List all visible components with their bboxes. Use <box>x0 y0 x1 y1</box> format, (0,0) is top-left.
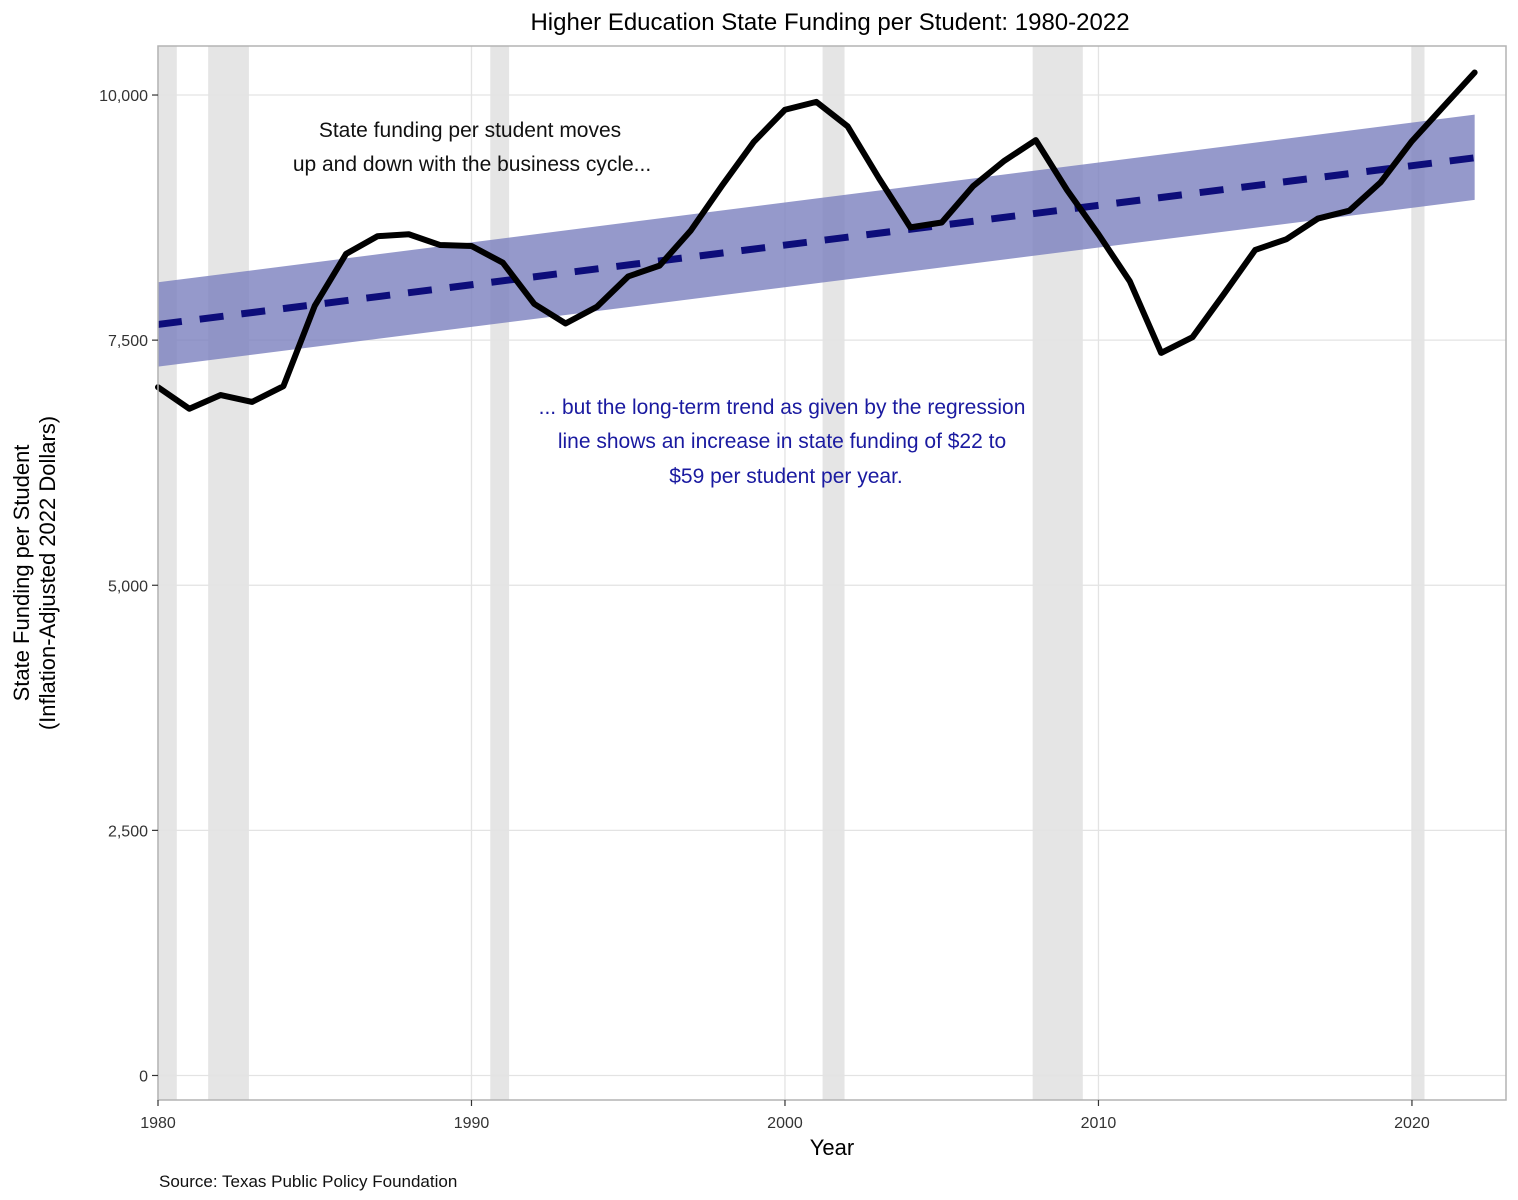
x-tick-label-2: 2000 <box>767 1115 803 1132</box>
recession-band-5 <box>1411 46 1425 1100</box>
recession-band-3 <box>822 46 845 1100</box>
recession-band-1 <box>208 46 249 1100</box>
x-tick-label-4: 2020 <box>1394 1115 1430 1132</box>
annotation-trend: ... but the long-term trend as given by … <box>539 396 1026 488</box>
y-axis-ticks: 0 2,500 5,000 7,500 10,000 <box>99 88 158 1085</box>
x-tick-label-3: 2010 <box>1081 1115 1117 1132</box>
annotation-trend-line-2: line shows an increase in state funding … <box>558 430 1006 453</box>
recession-band-0 <box>158 46 177 1100</box>
annotation-trend-line-1: ... but the long-term trend as given by … <box>539 396 1026 419</box>
series-layer <box>155 69 1478 412</box>
annotation-cycle-line-2: up and down with the business cycle... <box>293 153 651 176</box>
y-tick-label-3: 7,500 <box>108 333 148 350</box>
annotation-trend-line-3: $59 per student per year. <box>669 465 903 488</box>
funding-line <box>155 69 1478 412</box>
annotation-cycle-line-1: State funding per student moves <box>319 119 621 142</box>
x-axis-title: Year <box>810 1135 854 1160</box>
y-axis-title-line-2: (Inflation-Adjusted 2022 Dollars) <box>35 416 60 730</box>
regression-line <box>157 154 1476 328</box>
confidence-band <box>158 114 1475 367</box>
chart-title: Higher Education State Funding per Stude… <box>530 9 1129 36</box>
x-tick-label-1: 1990 <box>454 1115 490 1132</box>
y-tick-label-4: 10,000 <box>99 88 148 105</box>
x-axis-ticks: 1980 1990 2000 2010 2020 <box>140 1100 1430 1132</box>
recession-band-2 <box>490 46 510 1100</box>
y-tick-label-2: 5,000 <box>108 578 148 595</box>
annotation-cycle: State funding per student moves up and d… <box>293 119 651 176</box>
y-axis-title-line-1: State Funding per Student <box>9 445 34 702</box>
source-note: Source: Texas Public Policy Foundation <box>159 1172 457 1191</box>
y-axis-title: State Funding per Student (Inflation-Adj… <box>9 416 60 730</box>
y-tick-label-0: 0 <box>139 1068 148 1085</box>
panel-border <box>157 45 1507 1101</box>
y-tick-label-1: 2,500 <box>108 823 148 840</box>
x-tick-label-0: 1980 <box>140 1115 176 1132</box>
confidence-band-layer <box>158 114 1475 367</box>
